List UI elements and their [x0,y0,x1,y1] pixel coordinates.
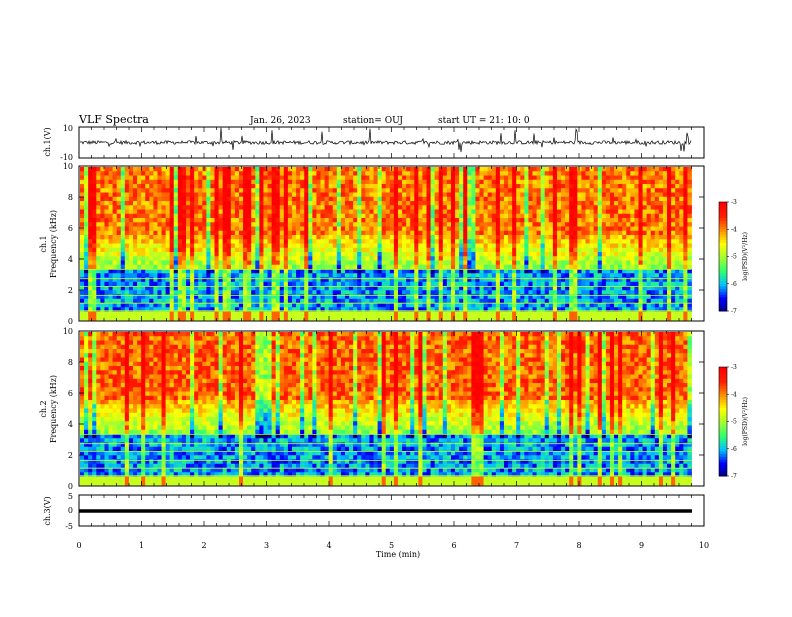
ch1-ytick-bottom: -10 [60,153,73,162]
colorbar-tick--3: -3 [731,364,737,371]
time-tick-2: 2 [201,541,206,550]
ch3-ytick-top: 5 [68,492,73,501]
ch1-spectrogram-ytick-4: 4 [68,255,73,264]
ch2-spectrogram-ytick-4: 4 [68,420,73,429]
time-tick-1: 1 [139,541,144,550]
ch1-ytick-top: 10 [63,124,73,133]
ch3-waveform-ylabel: ch.3(V) [43,496,52,525]
colorbar-tick--7: -7 [731,308,737,315]
station-label: station= OUJ [343,116,403,126]
ch2-spectrogram-ytick-0: 0 [68,482,73,491]
ch2-spectrogram-panel: 0 2 4 6 8 10 ch.2 Frequency (kHz) [39,327,704,491]
ch2-spectrogram-image [80,332,692,485]
ch2-colorbar: -3 -4 -5 -6 -7 log(PSD)(V²/Hz) [719,364,749,480]
date-label: Jan. 26, 2023 [249,116,311,126]
time-tick-7: 7 [514,541,519,550]
figure-title: VLF Spectra [78,113,149,126]
ch1-colorbar: -3 -4 -5 -6 -7 log(PSD)(V²/Hz) [719,199,749,315]
ch3-ytick-mid: 0 [68,506,73,515]
ch1-spectrogram-channel-label: ch.1 [39,235,48,252]
time-tick-6: 6 [451,541,456,550]
ch2-spectrogram-ylabel: Frequency (kHz) [49,375,58,443]
time-tick-8: 8 [576,541,581,550]
time-axis-labels: 0 1 2 3 4 5 6 7 8 9 10 [76,541,709,550]
time-axis-title: Time (min) [376,550,420,559]
colorbar-label: log(PSD)(V²/Hz) [742,397,749,446]
ch3-ytick-bottom: -5 [65,522,73,531]
ch2-spectrogram-ytick-8: 8 [68,358,73,367]
ch1-waveform-ylabel: ch.1(V) [43,127,52,156]
colorbar-label: log(PSD)(V²/Hz) [742,232,749,281]
ch2-spectrogram-ytick-2: 2 [68,451,73,460]
time-tick-3: 3 [264,541,269,550]
ch1-spectrogram-ytick-6: 6 [68,224,73,233]
ch2-spectrogram-ytick-6: 6 [68,389,73,398]
ch1-waveform-panel: 10 -10 ch.1(V) [43,124,704,162]
colorbar-tick--6: -6 [731,281,737,288]
colorbar-tick--3: -3 [731,199,737,206]
ch3-waveform-panel: 5 0 -5 ch.3(V) [43,492,704,531]
ch1-spectrogram-panel: 0 2 4 6 8 10 ch.1 Frequency (kHz) [39,162,704,326]
time-tick-4: 4 [326,541,331,550]
start-ut-label: start UT = 21: 10: 0 [438,116,530,126]
colorbar-tick--5: -5 [731,419,737,426]
ch1-spectrogram-ytick-10: 10 [63,162,73,171]
colorbar-tick--7: -7 [731,473,737,480]
time-tick-5: 5 [389,541,394,550]
ch1-spectrogram-image [80,167,692,320]
ch1-spectrogram-ytick-2: 2 [68,286,73,295]
ch2-spectrogram-channel-label: ch.2 [39,400,48,417]
time-tick-9: 9 [639,541,644,550]
colorbar-tick--4: -4 [731,391,737,398]
ch2-spectrogram-ytick-10: 10 [63,327,73,336]
colorbar-tick--5: -5 [731,254,737,261]
time-tick-0: 0 [76,541,81,550]
time-tick-10: 10 [699,541,709,550]
colorbar-tick--4: -4 [731,226,737,233]
ch1-spectrogram-ytick-0: 0 [68,317,73,326]
ch1-spectrogram-ylabel: Frequency (kHz) [49,210,58,278]
colorbar-tick--6: -6 [731,446,737,453]
ch1-spectrogram-ytick-8: 8 [68,193,73,202]
